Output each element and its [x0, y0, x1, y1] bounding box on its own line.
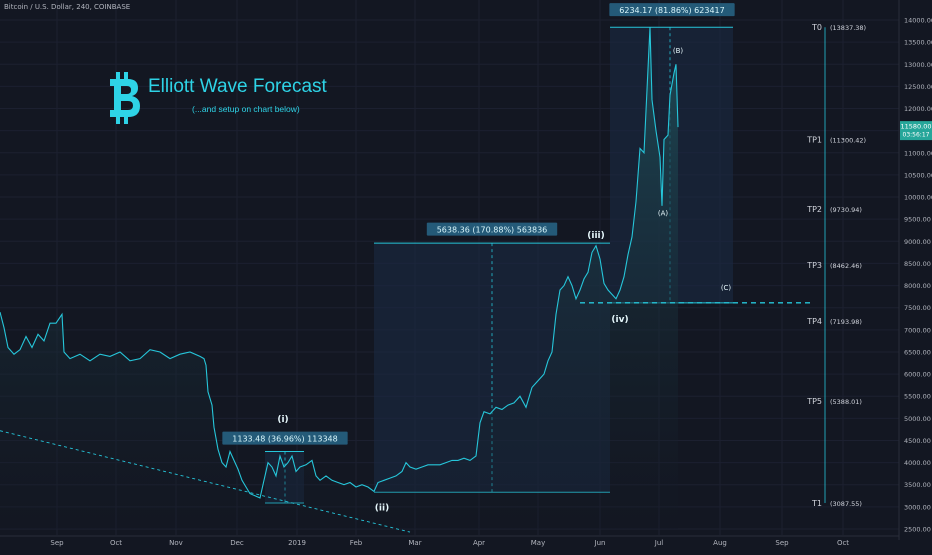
wave-label: (i): [277, 415, 288, 425]
y-tick-label: 9000.00: [904, 238, 931, 246]
measure-label-bg: [222, 431, 348, 445]
y-tick-label: 12000.00: [904, 105, 932, 113]
target-name: TP4: [806, 317, 822, 326]
x-tick-label: Sep: [50, 539, 64, 547]
x-tick-label: Oct: [110, 539, 122, 547]
x-tick-label: Jun: [594, 539, 606, 547]
current-price-timer: 03:56:17: [903, 132, 930, 139]
y-tick-label: 10000.00: [904, 194, 932, 202]
brand-subtitle: (...and setup on chart below): [192, 104, 300, 114]
x-tick-label: Feb: [350, 539, 363, 547]
measure-label: 1133.48 (36.96%) 113348: [232, 435, 337, 444]
target-value: (8462.46): [830, 262, 862, 270]
wave-label: (ii): [375, 503, 389, 513]
x-tick-label: 2019: [288, 539, 306, 547]
y-tick-label: 11000.00: [904, 149, 932, 157]
support-trendline: [0, 430, 411, 533]
price-axis: 2500.00 3000.00 3500.00 4000.00 4500.00 5000.…: [898, 0, 932, 540]
target-value: (13837.38): [830, 24, 866, 32]
price-line: [0, 27, 679, 499]
price-area-fill: [0, 27, 678, 529]
y-tick-label: 2500.00: [904, 526, 931, 534]
wave-label: (C): [721, 284, 732, 292]
target-value: (5388.01): [830, 398, 862, 406]
trend-lines: [0, 302, 810, 533]
target-name: TP2: [806, 205, 822, 214]
time-axis: Sep Oct Nov Dec 2019 Feb Mar Apr May Jun Jul Aug Sep…: [0, 535, 899, 547]
target-value: (7193.98): [830, 318, 862, 326]
wave-label: (iv): [611, 315, 628, 325]
y-tick-label: 5000.00: [904, 415, 931, 423]
x-tick-label: Nov: [169, 539, 183, 547]
y-tick-label: 4500.00: [904, 437, 931, 445]
measure-label: 6234.17 (81.86%) 623417: [619, 6, 724, 15]
target-name: T0: [811, 23, 822, 32]
wave-label: (iii): [587, 231, 604, 241]
current-price-badge: [900, 121, 932, 141]
y-tick-label: 10500.00: [904, 171, 932, 179]
measure-label-bg: [426, 222, 558, 236]
x-tick-label: Oct: [837, 539, 849, 547]
y-tick-label: 6000.00: [904, 371, 931, 379]
x-tick-label: May: [531, 539, 545, 547]
target-name: TP1: [806, 135, 822, 144]
wave-labels: (i) (ii) (iii) (iv) (A) (B) (C): [277, 47, 731, 513]
y-tick-label: 7500.00: [904, 304, 931, 312]
y-tick-label: 14000.00: [904, 17, 932, 25]
target-value: (11300.42): [830, 136, 866, 144]
x-tick-label: Jul: [654, 539, 664, 547]
y-tick-label: 3000.00: [904, 503, 931, 511]
wave-label: (B): [673, 47, 684, 55]
target-levels: T0 (13837.38) TP1 (11300.42) TP2 (9730.94) TP3…: [806, 23, 866, 508]
y-tick-label: 7000.00: [904, 326, 931, 334]
y-tick-label: 8000.00: [904, 282, 931, 290]
x-tick-label: Sep: [775, 539, 789, 547]
x-tick-label: Apr: [473, 539, 485, 547]
y-tick-label: 13000.00: [904, 61, 932, 69]
price-area: [0, 27, 679, 529]
y-tick-label: 12500.00: [904, 83, 932, 91]
y-tick-label: 6500.00: [904, 348, 931, 356]
target-name: T1: [811, 499, 822, 508]
y-tick-label: 8500.00: [904, 260, 931, 268]
y-tick-label: 3500.00: [904, 481, 931, 489]
brand-title: Elliott Wave Forecast: [148, 76, 327, 97]
measure-label: 5638.36 (170.88%) 563836: [437, 226, 548, 235]
measure-label-bg: [609, 3, 735, 17]
bitcoin-logo-icon: [110, 72, 140, 124]
x-tick-label: Mar: [408, 539, 421, 547]
current-price-value: 11580.00: [900, 123, 931, 131]
target-value: (9730.94): [830, 206, 862, 214]
x-tick-label: Dec: [230, 539, 244, 547]
wave-label: (A): [658, 210, 669, 218]
symbol-title: Bitcoin / U.S. Dollar, 240, COINBASE: [4, 3, 131, 11]
target-value: (3087.55): [830, 500, 862, 508]
y-tick-label: 4000.00: [904, 459, 931, 467]
y-tick-label: 5500.00: [904, 393, 931, 401]
y-tick-label: 9500.00: [904, 216, 931, 224]
target-name: TP3: [806, 261, 822, 270]
x-tick-label: Aug: [713, 539, 727, 547]
target-name: TP5: [806, 397, 822, 406]
y-tick-label: 13500.00: [904, 39, 932, 47]
